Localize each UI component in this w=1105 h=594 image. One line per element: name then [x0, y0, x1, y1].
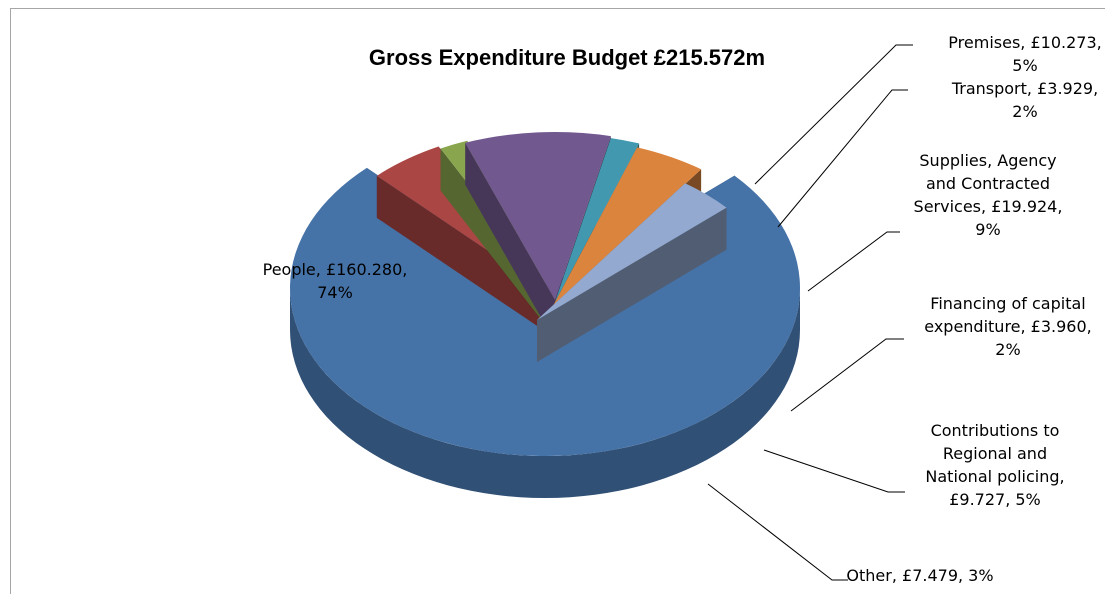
data-label-premises: Premises, £10.273, 5% — [948, 33, 1101, 75]
leader-line-premises — [754, 44, 913, 185]
leader-line-contributions — [763, 449, 905, 493]
data-label-line: Premises, £10.273, — [948, 33, 1101, 52]
data-label-line: and Contracted — [926, 174, 1050, 193]
leader-line-transport — [777, 89, 908, 228]
data-label-transport: Transport, £3.929, 2% — [951, 79, 1098, 121]
data-label-line: £9.727, 5% — [949, 490, 1041, 509]
data-label-line: 2% — [1012, 102, 1037, 121]
data-label-line: 5% — [1012, 56, 1037, 75]
data-label-line: Regional and — [943, 444, 1047, 463]
data-label-line: expenditure, £3.960, — [924, 317, 1092, 336]
slice-other-wall-end — [537, 207, 727, 362]
data-label-line: People, £160.280, — [263, 260, 408, 279]
slice-premises-wall-start — [376, 175, 555, 338]
leader-lines — [707, 44, 913, 581]
data-label-other: Other, £7.479, 3% — [846, 566, 993, 585]
data-label-line: 2% — [995, 340, 1020, 359]
data-label-supplies: Supplies, Agency and Contracted Services, … — [914, 151, 1063, 239]
data-labels: People, £160.280, 74% Premises, £10.273, 5%… — [263, 33, 1102, 585]
data-label-line: Supplies, Agency — [919, 151, 1056, 170]
slice-other-top — [537, 183, 727, 320]
data-label-people: People, £160.280, 74% — [263, 260, 408, 302]
data-label-contributions: Contributions to Regional and National pol… — [925, 421, 1064, 509]
pie-slices — [290, 132, 800, 498]
data-label-line: National policing, — [925, 467, 1064, 486]
slice-contributions-top — [553, 147, 702, 306]
data-label-line: Contributions to — [931, 421, 1060, 440]
slice-financing-top — [555, 138, 640, 302]
slice-supplies-wall-start — [465, 142, 555, 342]
slice-people-side — [290, 288, 800, 498]
leader-line-other — [707, 483, 848, 581]
data-label-line: 74% — [317, 283, 353, 302]
leader-line-supplies — [807, 231, 900, 292]
slice-other — [537, 183, 727, 362]
leader-line-financing — [790, 338, 904, 412]
data-label-line: Financing of capital — [930, 294, 1085, 313]
data-label-line: 9% — [975, 220, 1000, 239]
slice-supplies-top — [465, 132, 611, 300]
data-label-line: Transport, £3.929, — [951, 79, 1098, 98]
data-label-financing: Financing of capital expenditure, £3.960,… — [924, 294, 1092, 359]
data-label-line: Services, £19.924, — [914, 197, 1063, 216]
chart-title: Gross Expenditure Budget £215.572m — [369, 45, 765, 70]
data-label-line: Other, £7.479, 3% — [846, 566, 993, 585]
